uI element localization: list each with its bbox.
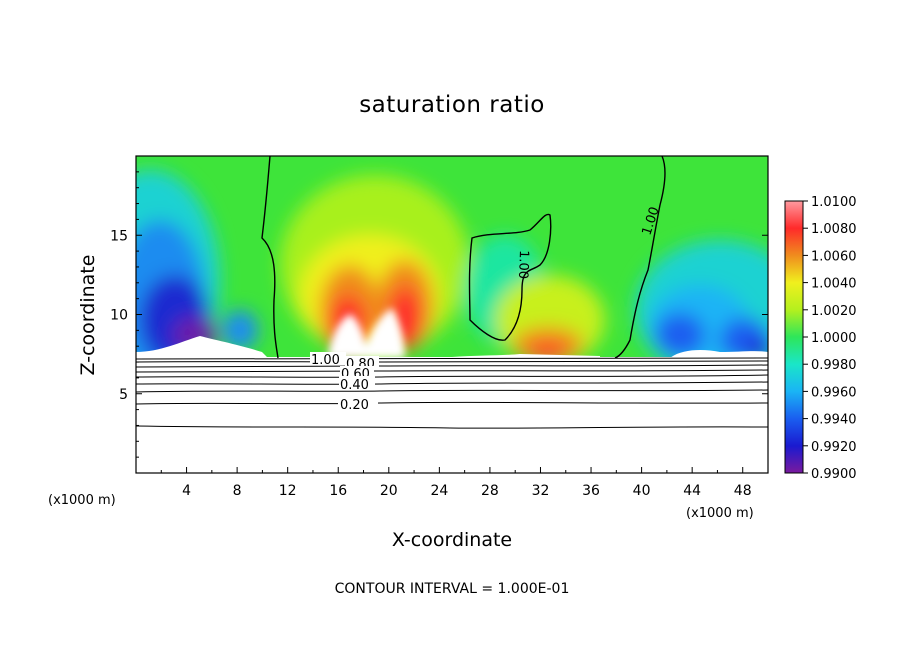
- contour-label-1: 1.00: [515, 250, 531, 279]
- colorbar-tick-label: 1.0060: [811, 249, 857, 264]
- x-axis-label: X-coordinate: [392, 529, 512, 551]
- x-tick-label: 36: [582, 483, 600, 499]
- x-tick-label: 28: [481, 483, 499, 499]
- contour-label-3: 1.00: [311, 353, 340, 368]
- colorbar-tick-label: 1.0020: [811, 304, 857, 319]
- contour-lines-lower: [136, 357, 768, 429]
- colorbar-tick-label: 1.0080: [811, 222, 857, 237]
- x-tick-label: 20: [380, 483, 398, 499]
- y-axis-label: Z-coordinate: [77, 255, 99, 376]
- contour-label-6: 0.40: [340, 378, 369, 393]
- colorbar-tick-label: 1.0100: [811, 195, 857, 210]
- x-tick-label: 4: [182, 483, 191, 499]
- y-tick-label: 10: [110, 308, 128, 324]
- colorbar-tick-label: 1.0040: [811, 277, 857, 292]
- x-tick-label: 48: [734, 483, 752, 499]
- x-unit-right: (x1000 m): [686, 506, 754, 521]
- saturation-field: [136, 156, 768, 357]
- colorbar-ticks: 0.9900 0.9920 0.9940 0.9960 0.9980 1.0000 1.00…: [803, 195, 857, 482]
- colorbar-tick-label: 0.9940: [811, 413, 857, 428]
- y-tick-label: 5: [119, 387, 128, 403]
- contour-label-7: 0.20: [340, 398, 369, 413]
- x-tick-label: 16: [329, 483, 347, 499]
- x-tick-label: 44: [683, 483, 701, 499]
- colorbar-tick-label: 0.9900: [811, 467, 857, 482]
- colorbar-tick-label: 1.0000: [811, 331, 857, 346]
- y-tick-label: 15: [110, 228, 128, 244]
- colorbar: 0.9900 0.9920 0.9940 0.9960 0.9980 1.0000 1.00…: [784, 195, 857, 482]
- x-unit-left: (x1000 m): [48, 493, 116, 508]
- chart-title: saturation ratio: [359, 92, 545, 118]
- x-tick-label: 32: [532, 483, 550, 499]
- x-tick-label: 40: [633, 483, 651, 499]
- y-axis: 5 10 15: [110, 171, 768, 458]
- colorbar-tick-label: 0.9920: [811, 440, 857, 455]
- colorbar-tick-label: 0.9980: [811, 358, 857, 373]
- x-tick-label: 12: [279, 483, 297, 499]
- x-tick-label: 8: [233, 483, 242, 499]
- x-axis: 4 8 12 16 20 24 28 32 36 40 44 48: [160, 467, 752, 499]
- colorbar-tick-label: 0.9960: [811, 385, 857, 400]
- contour-interval-note: CONTOUR INTERVAL = 1.000E-01: [335, 581, 570, 597]
- x-tick-label: 24: [430, 483, 448, 499]
- contour-lines-upper: [261, 156, 666, 359]
- colorbar-gradient: [784, 200, 804, 474]
